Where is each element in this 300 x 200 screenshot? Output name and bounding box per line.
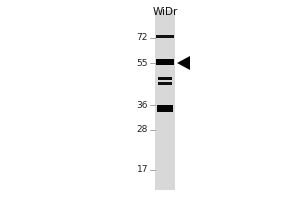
Bar	[155, 10, 175, 190]
Text: 17: 17	[136, 166, 148, 174]
Text: 72: 72	[136, 33, 148, 43]
Text: 55: 55	[136, 58, 148, 68]
Bar	[158, 82, 172, 84]
Polygon shape	[177, 56, 190, 70]
Bar	[158, 76, 172, 79]
Text: 36: 36	[136, 100, 148, 110]
Text: 28: 28	[136, 126, 148, 134]
Bar	[156, 59, 174, 65]
Bar	[157, 104, 173, 112]
Text: WiDr: WiDr	[152, 7, 178, 17]
Bar	[156, 34, 174, 38]
